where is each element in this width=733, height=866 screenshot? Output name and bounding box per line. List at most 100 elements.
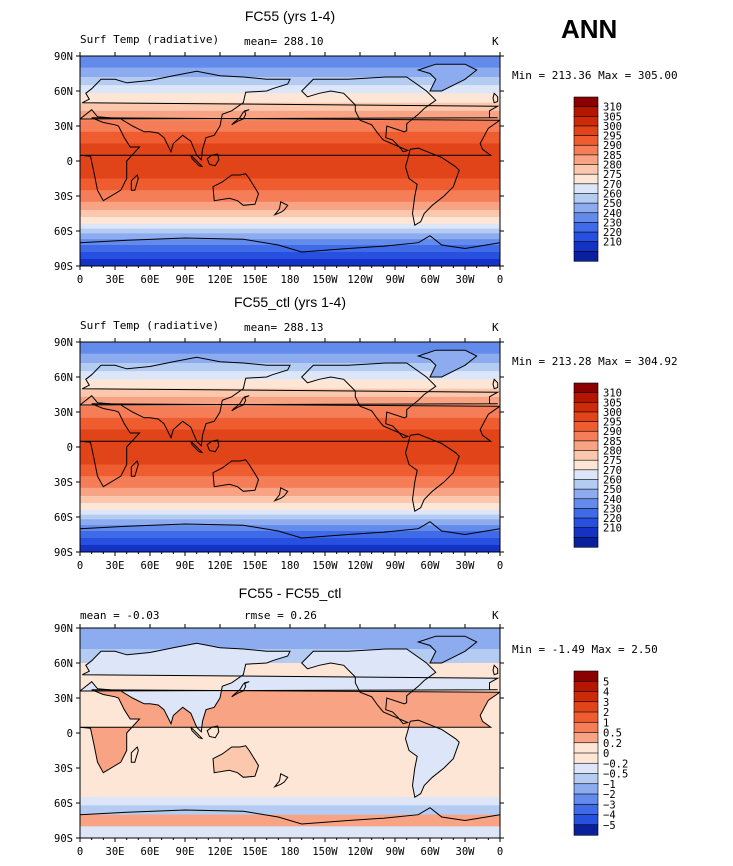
panel-2-coast-australia — [212, 459, 260, 492]
panel-2-coast-greenland — [416, 349, 478, 378]
panel-1-field-band — [80, 102, 500, 112]
panel-1-colorbar-label: 305 — [603, 111, 622, 123]
panel-2-field-band — [80, 363, 500, 372]
panel-3-coast-uk — [492, 664, 499, 676]
panel-3-coast-newzealand — [273, 773, 289, 788]
panel-3-colorbar-swatch — [573, 824, 599, 836]
panel-1-colorbar-label: 270 — [603, 179, 622, 191]
panel-1-colorbar-label: 300 — [603, 121, 622, 133]
panel-2-coast-japan — [231, 395, 250, 412]
panel-2-colorbar-label: 290 — [603, 426, 622, 438]
panel-1-field-band — [80, 228, 500, 234]
panel-2-mean: mean= 288.13 — [244, 321, 324, 334]
panel-3-units: K — [492, 609, 499, 622]
panel-3-y-tick-label: 60N — [54, 658, 73, 670]
panel-2-colorbar-label: 230 — [603, 503, 622, 515]
panel-3-colorbar-swatch — [573, 752, 599, 764]
panel-3-colorbar-swatch — [573, 680, 599, 693]
panel-3-colorbar-label: 3 — [603, 697, 609, 709]
panel-3-colorbar-label: 0.2 — [603, 738, 622, 750]
panel-2-colorbar-label: 300 — [603, 407, 622, 419]
panel-3-colorbar-swatch — [573, 773, 599, 785]
panel-3-colorbar-label: 4 — [603, 687, 609, 699]
panel-3-colorbar-label: −2 — [603, 789, 616, 801]
panel-1-field-band — [80, 233, 500, 240]
panel-1-field-band — [80, 77, 500, 86]
panel-1-coast-newzealand — [273, 201, 289, 216]
panel-2-colorbar-label: 275 — [603, 455, 622, 467]
panel-2-field-band — [80, 464, 500, 477]
panel-3-field-band — [80, 797, 500, 806]
panel-3-coast-japan — [231, 681, 250, 698]
panel-1-coast-sumatra — [190, 154, 203, 168]
panel-2-x-tick-label: 90W — [386, 560, 406, 572]
panel-1-field-band — [80, 259, 500, 266]
panel-1-colorbar-label: 210 — [603, 237, 622, 249]
panel-1-coast-borneo — [206, 153, 220, 167]
panel-3-stats: Min = -1.49 Max = 2.50 — [512, 643, 658, 656]
panel-1-colorbar-label: 285 — [603, 150, 622, 162]
panel-3-coast-eurasia — [80, 642, 500, 733]
panel-3-x-tick-label: 90W — [386, 846, 406, 858]
panel-3-land-australia — [213, 745, 259, 778]
panel-3-coast-greenland — [416, 635, 478, 664]
panel-1-y-tick-label: 30N — [54, 121, 73, 133]
panel-1-colorbar-label: 310 — [603, 102, 622, 114]
panel-1-coast-samerica — [404, 147, 460, 226]
panel-3-y-tick-label: 0 — [67, 728, 73, 740]
panel-3-colorbar-swatch — [573, 732, 599, 744]
panel-1-y-tick-label: 90N — [54, 51, 73, 63]
panel-1-field-band — [80, 131, 500, 144]
panel-1-x-tick-label: 60W — [421, 274, 441, 286]
panel-2-field-band — [80, 388, 500, 398]
panel-2-x-tick-label: 120E — [207, 560, 232, 572]
panel-2-field-band — [80, 487, 500, 497]
panel-1-x-tick-label: 150E — [242, 274, 267, 286]
panel-3-y-tick-label: 30S — [54, 763, 73, 775]
panel-1-coast-namerica — [300, 76, 437, 153]
panel-3-land-africa — [80, 689, 500, 773]
panel-2-field-band — [80, 342, 500, 355]
panel-3-colorbar-swatch — [573, 762, 599, 775]
panel-3-colorbar-label: −1 — [603, 779, 616, 791]
panel-2-field-band — [80, 353, 500, 364]
panel-3-coast-borneo — [206, 725, 220, 739]
panel-2-field-band — [80, 496, 500, 504]
panel-1-mean: mean= 288.10 — [244, 35, 324, 48]
panel-1-coast-greenland — [416, 63, 478, 92]
panel-1-field-band — [80, 110, 500, 121]
panel-1-x-tick-label: 30E — [106, 274, 125, 286]
panel-3-land-samerica — [405, 720, 460, 798]
panel-1-y-tick-label: 0 — [67, 156, 73, 168]
panel-3-colorbar-label: 1 — [603, 717, 609, 729]
panel-1-coast-australia — [212, 173, 260, 206]
panel-2-coast-madagascar — [130, 460, 139, 477]
panel-2-x-tick-label: 60E — [141, 560, 160, 572]
panel-2-y-tick-label: 90N — [54, 337, 73, 349]
panel-2-y-tick-label: 90S — [54, 547, 73, 559]
panel-2-coast-uk — [492, 378, 499, 390]
panel-3-field — [80, 628, 500, 838]
panel-1-y-tick-label: 90S — [54, 261, 73, 273]
panel-1-y-tick-label: 60S — [54, 226, 73, 238]
panel-3-title: FC55 - FC55_ctl — [238, 585, 342, 601]
panel-3-coast-namerica — [300, 648, 437, 725]
panel-3-colorbar-swatch — [573, 814, 599, 826]
panel-3-coast-samerica — [404, 719, 460, 798]
panel-1-field-band — [80, 224, 500, 230]
panel-1-x-tick-label: 60E — [141, 274, 160, 286]
panel-2-y-tick-label: 60S — [54, 512, 73, 524]
panel-1-field-band — [80, 93, 500, 104]
panel-1-field-band — [80, 239, 500, 246]
panel-1-field-band — [80, 85, 500, 94]
panel-2-coast-namerica — [300, 362, 437, 439]
panel-2-field-band — [80, 519, 500, 526]
panel-3-x-tick-label: 150W — [312, 846, 338, 858]
panel-1-coast-madagascar — [130, 174, 139, 191]
panel-3-colorbar-swatch — [573, 721, 599, 734]
panel-1-y-tick-label: 60N — [54, 86, 73, 98]
panel-3-x-tick-label: 120E — [207, 846, 232, 858]
panel-1-field-band — [80, 67, 500, 78]
panel-1-colorbar-label: 230 — [603, 217, 622, 229]
